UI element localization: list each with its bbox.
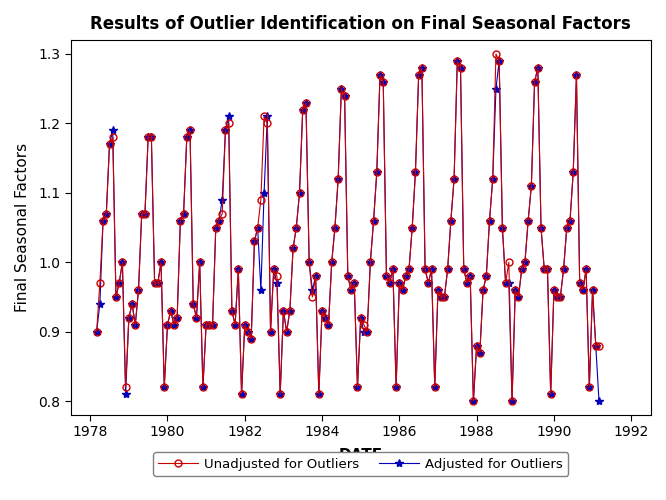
Adjusted for Outliers [93,328,101,334]
Unadjusted for Outliers [228,308,236,314]
Adjusted for Outliers [280,308,288,314]
Unadjusted for Outliers [382,273,390,279]
Line: Unadjusted for Outliers: Unadjusted for Outliers [93,50,603,405]
X-axis label: DATE: DATE [338,448,383,463]
Unadjusted for Outliers [109,134,117,140]
Unadjusted for Outliers [93,328,101,334]
Unadjusted for Outliers [119,260,127,266]
Line: Adjusted for Outliers: Adjusted for Outliers [93,57,603,406]
Y-axis label: Final Seasonal Factors: Final Seasonal Factors [15,143,30,312]
Legend: Unadjusted for Outliers, Adjusted for Outliers: Unadjusted for Outliers, Adjusted for Ou… [153,452,569,476]
Adjusted for Outliers [109,128,117,134]
Title: Results of Outlier Identification on Final Seasonal Factors: Results of Outlier Identification on Fin… [91,15,631,33]
Adjusted for Outliers [505,280,513,286]
Adjusted for Outliers [382,273,390,279]
Unadjusted for Outliers [470,398,478,404]
Unadjusted for Outliers [492,51,500,57]
Adjusted for Outliers [454,58,462,64]
Adjusted for Outliers [119,260,127,266]
Unadjusted for Outliers [505,260,513,266]
Adjusted for Outliers [595,398,603,404]
Unadjusted for Outliers [280,308,288,314]
Adjusted for Outliers [228,308,236,314]
Unadjusted for Outliers [595,342,603,348]
Adjusted for Outliers [470,398,478,404]
